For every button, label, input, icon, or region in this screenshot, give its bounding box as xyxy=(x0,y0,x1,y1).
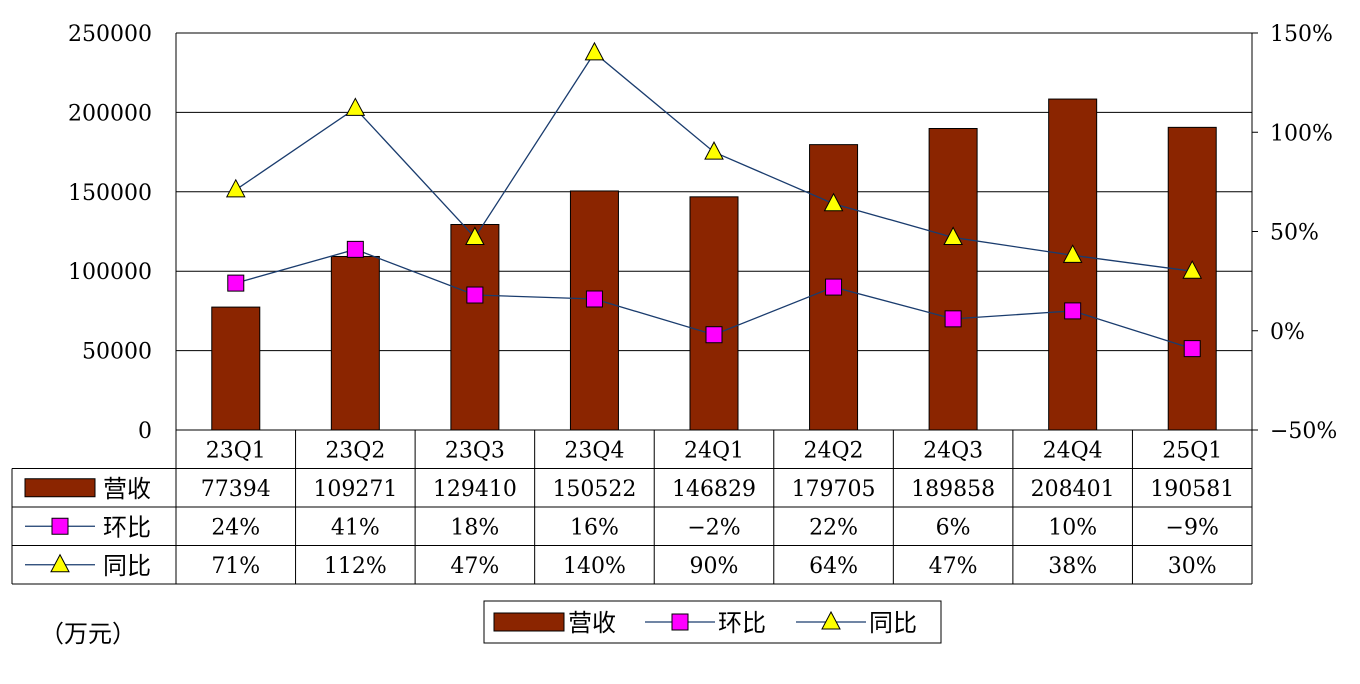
yoy-marker xyxy=(225,178,246,198)
yoy-marker xyxy=(345,97,366,116)
category-label: 23Q4 xyxy=(564,438,624,463)
revenue-bar xyxy=(689,196,739,431)
table-cell: 30% xyxy=(1168,554,1217,579)
legend: 营收 环比 同比 xyxy=(483,600,942,644)
category-label: 24Q1 xyxy=(684,438,744,463)
table-cell: 22% xyxy=(809,515,858,540)
category-label: 23Q1 xyxy=(206,438,266,463)
table-cell: 71% xyxy=(211,554,260,579)
table-cell: 24% xyxy=(211,515,260,540)
yoy-marker xyxy=(584,41,605,61)
left-axis-tick-label: 100000 xyxy=(68,260,152,285)
lines-layer xyxy=(225,41,1203,358)
table-cell: −9% xyxy=(1166,515,1219,540)
table-cell: 146829 xyxy=(672,477,756,502)
table-cell: 47% xyxy=(929,554,978,579)
qoq-marker xyxy=(466,286,484,304)
revenue-bar xyxy=(330,255,380,431)
right-axis-tick-label: −50% xyxy=(1270,419,1337,444)
qoq-marker xyxy=(585,290,603,308)
category-label: 24Q2 xyxy=(804,438,864,463)
qoq-marker xyxy=(1183,340,1201,358)
legend-triangle-swatch xyxy=(821,610,841,630)
table-cell: 10% xyxy=(1048,515,1097,540)
table-cell: 179705 xyxy=(792,477,876,502)
table-row-label: 营收 xyxy=(103,475,151,503)
table-cell: 150522 xyxy=(552,477,636,502)
legend-label: 营收 xyxy=(568,609,616,637)
legend-bar-swatch xyxy=(493,612,565,632)
table-cell: 38% xyxy=(1048,554,1097,579)
table-cell: 18% xyxy=(450,515,499,540)
data-table: 23Q1 23Q2 23Q3 23Q4 24Q1 24Q2 24Q3 24Q4 25Q1 营收 77… xyxy=(11,429,1253,585)
revenue-bar xyxy=(569,190,619,431)
yoy-marker xyxy=(704,141,724,160)
table-cell: 77394 xyxy=(201,477,271,502)
table-cell: 190581 xyxy=(1150,477,1234,502)
revenue-bar xyxy=(211,306,261,431)
left-axis-tick-label: 0 xyxy=(138,419,152,444)
unit-note: （万元） xyxy=(40,620,136,648)
row-key-square xyxy=(51,517,69,535)
right-axis-tick-label: 50% xyxy=(1270,221,1319,246)
yoy-marker xyxy=(943,226,963,245)
table-cell: 140% xyxy=(563,554,626,579)
table-cell: 90% xyxy=(690,554,739,579)
table-cell: 189858 xyxy=(911,477,995,502)
left-axis-tick-label: 150000 xyxy=(68,181,152,206)
qoq-marker xyxy=(346,240,364,258)
qoq-marker xyxy=(705,326,723,344)
left-axis-tick-label: 50000 xyxy=(82,340,152,365)
table-cell: −2% xyxy=(687,515,740,540)
table-cell: 16% xyxy=(570,515,619,540)
category-label: 23Q2 xyxy=(325,438,385,463)
right-axis-tick-label: 0% xyxy=(1270,320,1305,345)
table-cell: 47% xyxy=(450,554,499,579)
table-cell: 112% xyxy=(324,554,387,579)
table-cell: 41% xyxy=(331,515,380,540)
table-cell: 208401 xyxy=(1031,477,1115,502)
legend-label: 环比 xyxy=(718,609,766,637)
table-cell: 129410 xyxy=(433,477,517,502)
table-cell: 109271 xyxy=(313,477,397,502)
left-axis-tick-label: 250000 xyxy=(68,22,152,47)
legend-label: 同比 xyxy=(869,609,917,637)
row-key-bar xyxy=(24,478,96,498)
bars-layer xyxy=(211,98,1217,431)
category-label: 24Q4 xyxy=(1043,438,1103,463)
axes-layer: 250000 200000 150000 100000 50000 0 150% 100% 50… xyxy=(68,22,1337,444)
right-axis-tick-label: 150% xyxy=(1270,22,1333,47)
row-key-triangle xyxy=(50,553,70,573)
table-row-label: 环比 xyxy=(103,513,151,541)
yoy-marker xyxy=(465,226,485,245)
yoy-marker xyxy=(1062,244,1083,263)
qoq-marker xyxy=(1064,302,1082,320)
table-cell: 64% xyxy=(809,554,858,579)
yoy-marker xyxy=(1182,260,1203,279)
qoq-marker xyxy=(825,278,843,296)
table-cell: 6% xyxy=(936,515,971,540)
qoq-marker xyxy=(227,274,245,292)
revenue-bar xyxy=(450,223,500,431)
qoq-marker xyxy=(944,310,962,328)
yoy-marker xyxy=(823,192,844,212)
category-label: 24Q3 xyxy=(923,438,983,463)
table-row-label: 同比 xyxy=(103,552,151,580)
revenue-bar xyxy=(1048,98,1098,431)
category-label: 23Q3 xyxy=(445,438,505,463)
right-axis-tick-label: 100% xyxy=(1270,121,1333,146)
revenue-bar xyxy=(928,128,978,431)
left-axis-tick-label: 200000 xyxy=(68,101,152,126)
category-label: 25Q1 xyxy=(1162,438,1222,463)
legend-square-swatch xyxy=(671,613,689,631)
